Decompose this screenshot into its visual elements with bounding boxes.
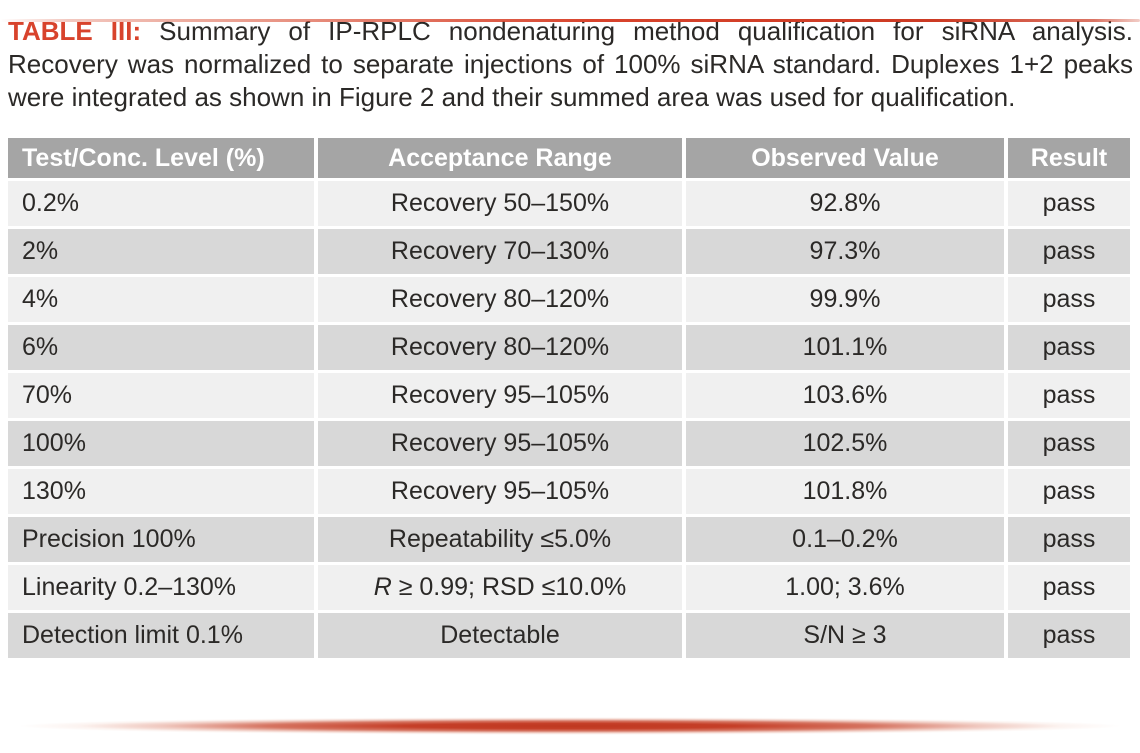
cell-observed-value: S/N ≥ 3	[686, 613, 1004, 658]
cell-result: pass	[1008, 373, 1130, 418]
range-text: Recovery 95–105%	[390, 381, 610, 409]
qualification-table: Test/Conc. Level (%) Acceptance Range Ob…	[4, 135, 1134, 661]
cell-test-level: 4%	[8, 277, 314, 322]
cell-test-level: 70%	[8, 373, 314, 418]
cell-test-level: 130%	[8, 469, 314, 514]
cell-observed-value: 101.1%	[686, 325, 1004, 370]
cell-observed-value: 0.1–0.2%	[686, 517, 1004, 562]
cell-test-level: 0.2%	[8, 181, 314, 226]
cell-result: pass	[1008, 469, 1130, 514]
range-text: Recovery 95–105%	[390, 429, 610, 457]
cell-result: pass	[1008, 517, 1130, 562]
range-text: Recovery 95–105%	[390, 477, 610, 505]
cell-acceptance-range: Repeatability ≤5.0%	[318, 517, 682, 562]
cell-acceptance-range: Detectable	[318, 613, 682, 658]
cell-result: pass	[1008, 613, 1130, 658]
cell-acceptance-range: Recovery 80–120%	[318, 277, 682, 322]
cell-test-level: Linearity 0.2–130%	[8, 565, 314, 610]
cell-acceptance-range: Recovery 95–105%	[318, 421, 682, 466]
range-text: Recovery 50–150%	[390, 189, 610, 217]
table-caption: TABLE III: Summary of IP-RPLC nondenatur…	[8, 15, 1133, 114]
col-header-test-level: Test/Conc. Level (%)	[8, 138, 314, 178]
cell-acceptance-range: Recovery 80–120%	[318, 325, 682, 370]
cell-test-level: 2%	[8, 229, 314, 274]
table-caption-text: Summary of IP-RPLC nondenaturing method …	[8, 16, 1133, 112]
cell-observed-value: 103.6%	[686, 373, 1004, 418]
cell-acceptance-range: Recovery 95–105%	[318, 373, 682, 418]
table-header-row: Test/Conc. Level (%) Acceptance Range Ob…	[8, 138, 1130, 178]
cell-acceptance-range: Recovery 50–150%	[318, 181, 682, 226]
col-header-observed-value: Observed Value	[686, 138, 1004, 178]
cell-observed-value: 99.9%	[686, 277, 1004, 322]
cell-result: pass	[1008, 229, 1130, 274]
cell-result: pass	[1008, 181, 1130, 226]
table-row: 70% Recovery 95–105% 103.6% pass	[8, 373, 1130, 418]
range-text: Recovery 80–120%	[390, 285, 610, 313]
table-row: 0.2% Recovery 50–150% 92.8% pass	[8, 181, 1130, 226]
cell-result: pass	[1008, 421, 1130, 466]
cell-test-level: 100%	[8, 421, 314, 466]
table-row: 4% Recovery 80–120% 99.9% pass	[8, 277, 1130, 322]
cell-result: pass	[1008, 325, 1130, 370]
range-text: ≥ 0.99; RSD ≤10.0%	[391, 573, 627, 601]
range-text: Recovery 70–130%	[390, 237, 610, 265]
col-header-result: Result	[1008, 138, 1130, 178]
cell-acceptance-range: Recovery 70–130%	[318, 229, 682, 274]
cell-acceptance-range: R ≥ 0.99; RSD ≤10.0%	[318, 565, 682, 610]
cell-observed-value: 1.00; 3.6%	[686, 565, 1004, 610]
top-accent-line	[0, 19, 1140, 22]
cell-result: pass	[1008, 277, 1130, 322]
cell-acceptance-range: Recovery 95–105%	[318, 469, 682, 514]
cell-test-level: Detection limit 0.1%	[8, 613, 314, 658]
cell-observed-value: 92.8%	[686, 181, 1004, 226]
col-header-acceptance-range: Acceptance Range	[318, 138, 682, 178]
cell-result: pass	[1008, 565, 1130, 610]
cell-observed-value: 101.8%	[686, 469, 1004, 514]
table-row: Precision 100% Repeatability ≤5.0% 0.1–0…	[8, 517, 1130, 562]
range-text: Repeatability ≤5.0%	[388, 525, 612, 553]
table-row: Linearity 0.2–130% R ≥ 0.99; RSD ≤10.0% …	[8, 565, 1130, 610]
table-row: 6% Recovery 80–120% 101.1% pass	[8, 325, 1130, 370]
cell-observed-value: 97.3%	[686, 229, 1004, 274]
cell-observed-value: 102.5%	[686, 421, 1004, 466]
table-row: 100% Recovery 95–105% 102.5% pass	[8, 421, 1130, 466]
range-italic-part: R	[373, 573, 392, 601]
table-row: 2% Recovery 70–130% 97.3% pass	[8, 229, 1130, 274]
range-text: Recovery 80–120%	[390, 333, 610, 361]
range-text: Detectable	[440, 621, 560, 649]
cell-test-level: Precision 100%	[8, 517, 314, 562]
cell-test-level: 6%	[8, 325, 314, 370]
bottom-accent-bar	[18, 717, 1122, 735]
table-row: 130% Recovery 95–105% 101.8% pass	[8, 469, 1130, 514]
table-row: Detection limit 0.1% Detectable S/N ≥ 3 …	[8, 613, 1130, 658]
